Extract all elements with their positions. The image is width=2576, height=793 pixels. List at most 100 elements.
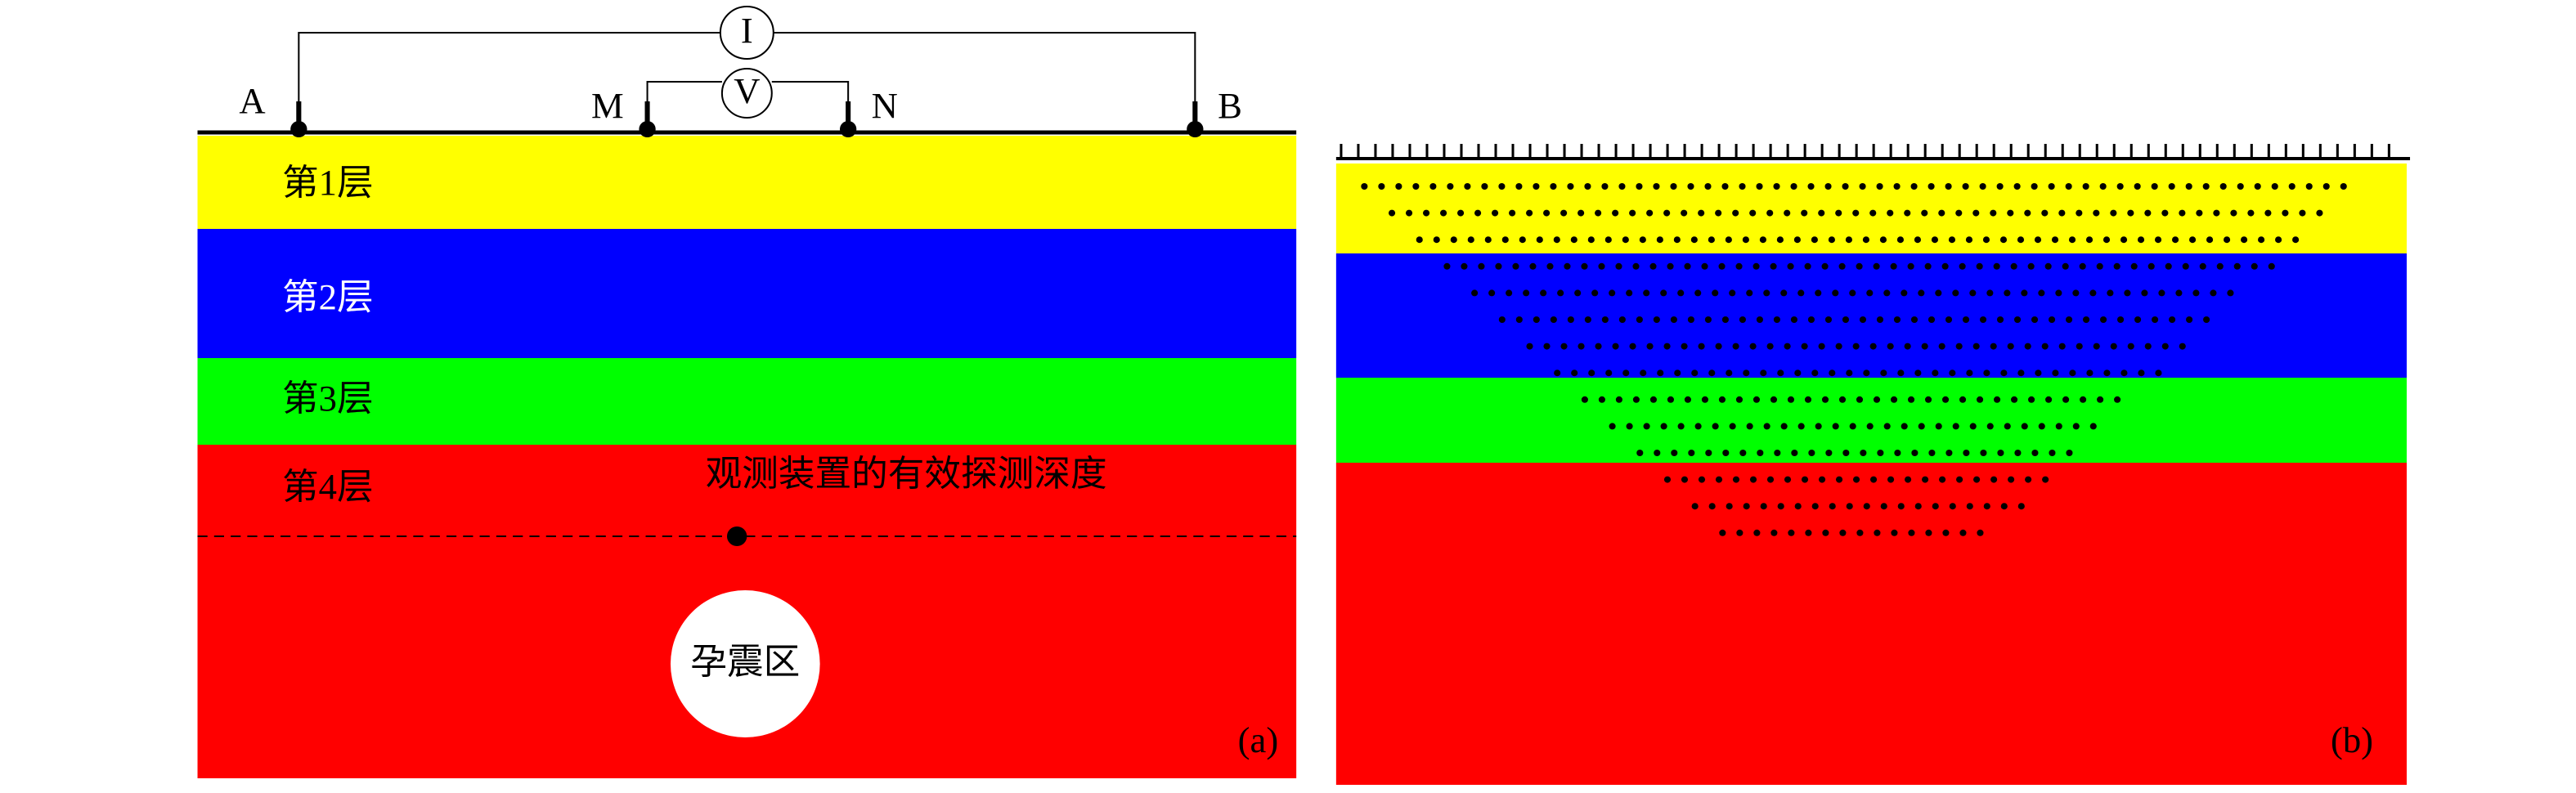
dot [2082, 316, 2090, 323]
dot [1526, 209, 1533, 217]
dot [1560, 209, 1568, 217]
dot [1887, 476, 1895, 483]
dot [1839, 529, 1847, 536]
dot [1735, 262, 1743, 270]
dot [1581, 396, 1588, 403]
dot [1618, 316, 1626, 323]
panel-b: (b) [1335, 144, 2411, 785]
dot [1766, 476, 1775, 483]
dot [1416, 236, 1423, 244]
electrode-label: M [591, 86, 624, 126]
dot [1962, 316, 1970, 323]
dot [1752, 396, 1761, 403]
dot [1550, 316, 1557, 323]
dot [1829, 370, 1836, 377]
dot [1972, 209, 1980, 217]
dot [1643, 423, 1650, 430]
layer-label: 第1层 [282, 163, 374, 203]
dot [1533, 183, 1540, 190]
dot [1999, 236, 2008, 244]
dot [1612, 343, 1619, 350]
dot [1557, 289, 1564, 297]
dot [1887, 343, 1894, 350]
dot [1622, 370, 1630, 377]
dot [1732, 209, 1739, 217]
dot [1977, 529, 1984, 536]
dot [1746, 289, 1753, 297]
dot [2031, 183, 2038, 190]
dot [1719, 529, 1726, 536]
dot [1979, 316, 1987, 323]
dot [1980, 450, 1987, 456]
zone-label: 孕震区 [690, 642, 800, 682]
dot [2085, 236, 2094, 244]
dot [1780, 423, 1788, 430]
dot [1615, 396, 1622, 403]
dot [2134, 183, 2141, 190]
dot [1921, 343, 1928, 350]
dot [1891, 529, 1898, 536]
dot [2000, 370, 2008, 377]
dot [1928, 316, 1936, 323]
dot [1862, 236, 1869, 244]
dot [2161, 209, 2169, 217]
dot [1911, 450, 1919, 456]
dot [1842, 450, 1850, 456]
layer-label: 第3层 [282, 379, 374, 419]
panel-label: (a) [1238, 720, 1279, 760]
dot [1794, 370, 1802, 377]
dot [1921, 209, 1928, 217]
dot [1739, 183, 1746, 190]
dot [2124, 289, 2131, 297]
dot [1807, 183, 1815, 190]
dot [2192, 289, 2200, 297]
dot [1464, 183, 1471, 190]
dot [1498, 183, 1506, 190]
dot [1784, 476, 1792, 483]
dot [1484, 236, 1492, 244]
dot [1869, 476, 1878, 483]
dot [2017, 236, 2025, 244]
dot [1501, 236, 1509, 244]
dot [1663, 343, 1671, 350]
dot [1715, 209, 1722, 217]
dot [1776, 236, 1784, 244]
electrode-tip [839, 121, 857, 137]
dot [1894, 450, 1901, 456]
dot [1808, 450, 1815, 456]
dot [1598, 262, 1605, 270]
dot [1726, 503, 1733, 510]
dot [1601, 183, 1609, 190]
dot [2103, 370, 2111, 377]
dot [1560, 343, 1568, 350]
dot [1587, 236, 1595, 244]
dot [1653, 183, 1660, 190]
dot [1804, 262, 1811, 270]
dot [1732, 343, 1739, 350]
dot [2041, 209, 2049, 217]
dot [1832, 423, 1839, 430]
dot [2100, 316, 2107, 323]
dot [1649, 262, 1657, 270]
dot [1770, 529, 1778, 536]
dot [1698, 476, 1706, 483]
dot [2202, 183, 2210, 190]
depth-label: 观测装置的有效探测深度 [706, 454, 1107, 494]
dot [2099, 183, 2107, 190]
dot [1959, 396, 1967, 403]
dot [1887, 209, 1894, 217]
dot [1815, 289, 1822, 297]
dot [1801, 209, 1808, 217]
dot [1663, 209, 1671, 217]
dot [2093, 209, 2100, 217]
layer-3 [197, 358, 1297, 445]
dot [2017, 370, 2025, 377]
dot [2068, 236, 2076, 244]
dot [1543, 343, 1551, 350]
dot [2024, 343, 2031, 350]
dot [1877, 450, 1884, 456]
dot [2013, 316, 2022, 323]
dot [1471, 289, 1479, 297]
dot [1807, 316, 1815, 323]
